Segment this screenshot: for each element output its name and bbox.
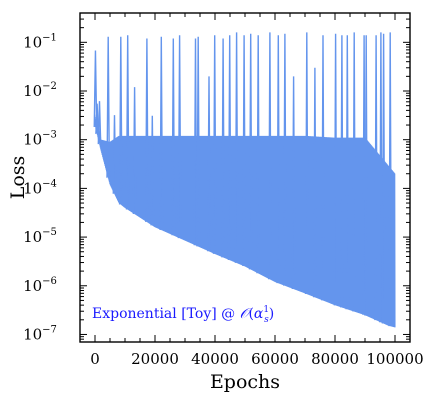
plot-layer [93, 32, 396, 328]
y-tick-label: 10−6 [23, 276, 57, 295]
loss-spike [374, 35, 378, 321]
series-annotation: Exponential [Toy] @ 𝒪(α1 s) [92, 305, 274, 325]
y-tick-label: 10−3 [23, 130, 57, 149]
loss-spike [221, 38, 225, 258]
loss-spike [340, 35, 344, 308]
loss-spike [171, 38, 176, 236]
loss-spike [345, 35, 350, 310]
loss-spike [242, 35, 246, 267]
loss-spike [291, 76, 296, 289]
ticks-layer: 0 20000 40000 60000 80000 100000 10−7 10−6 10−5 1… [23, 12, 424, 368]
loss-spike [333, 33, 338, 306]
loss-spike [150, 115, 155, 226]
y-tick-label: 10−4 [23, 178, 57, 197]
loss-spike [212, 35, 217, 254]
x-tick-label: 60000 [251, 350, 299, 368]
loss-spike [159, 36, 164, 230]
y-tick-label: 10−7 [23, 324, 57, 343]
loss-spike [379, 32, 383, 323]
y-tick-label: 10−1 [23, 32, 57, 51]
loss-spike [125, 35, 130, 210]
loss-spike [248, 33, 253, 270]
loss-spike [145, 38, 149, 222]
y-tick-label: 10−2 [23, 81, 57, 100]
loss-spike [207, 76, 211, 252]
loss-spike [97, 101, 102, 145]
loss-spike [95, 103, 99, 134]
loss-spike [106, 36, 111, 178]
loss-spike [227, 35, 232, 261]
loss-spike [381, 33, 386, 324]
loss-spike [276, 35, 281, 284]
loss-spike [234, 32, 239, 263]
x-tick-label: 0 [90, 350, 100, 368]
loss-spike [118, 36, 123, 205]
x-tick-label: 20000 [131, 350, 179, 368]
loss-spike [193, 38, 198, 246]
loss-spike [132, 87, 137, 214]
x-axis-title: Epochs [210, 371, 280, 393]
loss-spike [352, 32, 357, 312]
loss-spike [256, 35, 261, 274]
loss-spike [283, 33, 287, 286]
loss-spike [313, 67, 317, 298]
loss-spike [304, 32, 309, 295]
x-tick-label: 40000 [191, 350, 239, 368]
loss-spike [93, 50, 98, 127]
loss-spike [196, 36, 201, 247]
loss-spike [364, 35, 369, 316]
loss-spike [268, 32, 272, 280]
loss-spike [388, 32, 393, 327]
x-tick-label: 80000 [311, 350, 359, 368]
y-tick-label: 10−5 [23, 227, 57, 246]
x-tick-label: 100000 [366, 350, 423, 368]
loss-spike [321, 35, 325, 301]
loss-spike [112, 115, 117, 194]
loss-spike [177, 35, 182, 239]
y-axis-title: Loss [7, 156, 29, 200]
